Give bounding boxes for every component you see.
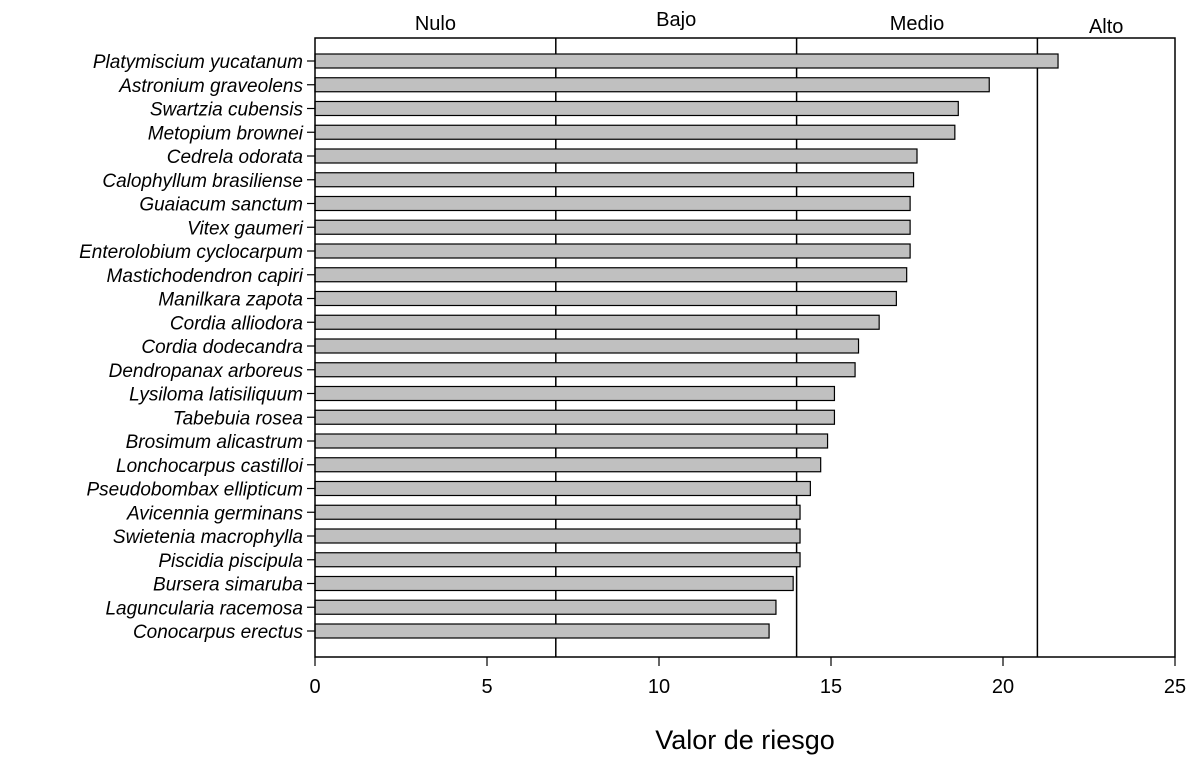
zone-label-nulo: Nulo xyxy=(415,13,456,35)
bar-20 xyxy=(314,504,801,520)
bar-21 xyxy=(314,528,801,544)
category-label-13: Cordia dodecandra xyxy=(141,337,303,358)
zone-label-bajo: Bajo xyxy=(656,9,696,31)
category-label-22: Piscidia piscipula xyxy=(158,551,303,572)
bar-9 xyxy=(314,243,911,259)
x-tick-label-4: 15 xyxy=(820,676,842,698)
x-axis-title: Valor de riesgo xyxy=(655,725,835,755)
category-labels: Platymiscium yucatanum Astronium graveole… xyxy=(79,52,315,643)
bar-4 xyxy=(314,124,956,140)
x-tick-label-6: 25 xyxy=(1164,676,1186,698)
category-label-20: Avicennia germinans xyxy=(126,503,304,524)
category-label-5: Cedrela odorata xyxy=(167,147,303,168)
x-axis-ticks: 0 5 10 15 20 25 xyxy=(309,657,1186,698)
category-label-12: Cordia alliodora xyxy=(170,313,303,334)
zone-label-alto: Alto xyxy=(1089,16,1123,38)
bar-23 xyxy=(314,575,794,592)
category-label-4: Metopium brownei xyxy=(148,123,304,144)
bar-15 xyxy=(314,385,836,402)
category-label-3: Swartzia cubensis xyxy=(150,100,304,121)
category-label-9: Enterolobium cyclocarpum xyxy=(79,242,303,263)
x-tick-label-5: 20 xyxy=(992,676,1014,698)
bar-1 xyxy=(314,53,1059,69)
category-label-25: Conocarpus erectus xyxy=(133,622,304,643)
bar-12 xyxy=(314,314,880,330)
category-label-14: Dendropanax arboreus xyxy=(109,361,304,382)
bar-19 xyxy=(314,480,811,497)
bar-8 xyxy=(314,219,911,235)
category-label-7: Guaiacum sanctum xyxy=(139,195,303,216)
category-label-18: Lonchocarpus castilloi xyxy=(116,456,304,477)
zone-label-medio: Medio xyxy=(890,13,944,35)
bar-11 xyxy=(314,290,897,307)
x-tick-label-1: 0 xyxy=(309,676,320,698)
category-label-21: Swietenia macrophylla xyxy=(113,527,303,548)
category-label-16: Tabebuia rosea xyxy=(173,408,303,429)
category-label-2: Astronium graveolens xyxy=(118,76,303,97)
category-label-15: Lysiloma latisiliquum xyxy=(129,385,303,406)
zone-labels: Nulo Bajo Medio Alto xyxy=(415,9,1124,38)
bar-7 xyxy=(314,195,911,212)
bar-14 xyxy=(314,362,856,378)
category-label-23: Bursera simaruba xyxy=(153,575,303,596)
category-label-17: Brosimum alicastrum xyxy=(126,432,303,453)
category-label-19: Pseudobombax ellipticum xyxy=(86,480,303,501)
category-label-10: Mastichodendron capiri xyxy=(107,266,304,287)
x-tick-label-3: 10 xyxy=(648,676,670,698)
bar-10 xyxy=(314,267,908,283)
category-label-8: Vitex gaumeri xyxy=(187,218,304,239)
bar-24 xyxy=(314,599,777,615)
bar-3 xyxy=(314,100,959,117)
bars-group xyxy=(314,53,1059,639)
bar-5 xyxy=(314,148,918,164)
bar-25 xyxy=(314,623,770,639)
bar-18 xyxy=(314,457,822,473)
category-label-24: Laguncularia racemosa xyxy=(105,598,303,619)
bar-17 xyxy=(314,433,829,449)
bar-13 xyxy=(314,338,860,354)
category-label-1: Platymiscium yucatanum xyxy=(93,52,303,73)
category-label-11: Manilkara zapota xyxy=(158,290,303,311)
bar-16 xyxy=(314,409,836,425)
plot-frame xyxy=(314,37,1176,658)
bar-6 xyxy=(314,172,915,188)
x-tick-label-2: 5 xyxy=(481,676,492,698)
category-label-6: Calophyllum brasiliense xyxy=(102,171,303,192)
bar-22 xyxy=(314,552,801,568)
bar-2 xyxy=(314,77,990,93)
